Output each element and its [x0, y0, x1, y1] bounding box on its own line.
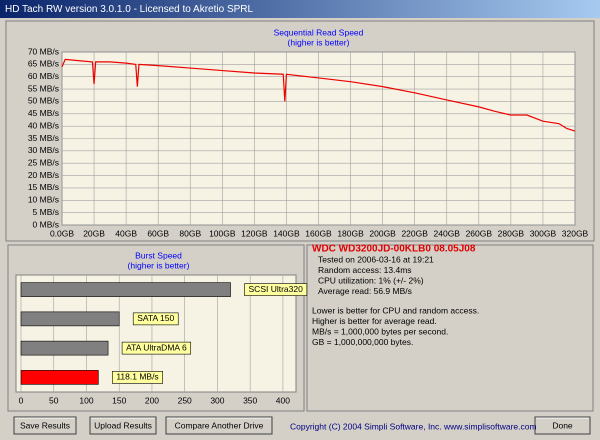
button[interactable] — [89, 416, 157, 435]
x-tick-label: 100GB — [209, 228, 236, 238]
x-tick-label: 120GB — [241, 228, 268, 238]
x-tick-label: 350 — [243, 395, 257, 405]
x-tick-label: 280GB — [498, 228, 525, 238]
x-tick-label: 300 — [210, 395, 224, 405]
y-tick-label: 40 MB/s — [28, 120, 59, 130]
title-bar — [0, 0, 600, 18]
button-label[interactable]: Done — [552, 420, 573, 430]
read-speed-line — [61, 58, 576, 132]
y-tick-label: 25 MB/s — [28, 157, 59, 167]
x-tick-label: 0 — [19, 395, 24, 405]
info-detail: Random access: 13.4ms — [318, 265, 412, 275]
x-tick-label: 300GB — [530, 228, 557, 238]
button[interactable] — [165, 416, 273, 435]
button-label[interactable]: Save Results — [20, 420, 70, 430]
x-tick-label: 200GB — [369, 228, 396, 238]
y-tick-label: 30 MB/s — [28, 145, 59, 155]
x-tick-label: 60GB — [147, 228, 169, 238]
info-note: Higher is better for average read. — [312, 316, 437, 326]
x-tick-label: 200 — [145, 395, 159, 405]
button-bar: Save Results Upload Results Compare Anothe… — [13, 416, 591, 435]
bar-label-box — [244, 283, 308, 296]
x-tick-label: 40GB — [115, 228, 137, 238]
y-tick-label: 10 MB/s — [28, 195, 59, 205]
y-tick-label: 5 MB/s — [33, 207, 59, 217]
x-tick-label: 250 — [178, 395, 192, 405]
bar — [20, 311, 120, 327]
x-tick-label: 160GB — [305, 228, 332, 238]
info-detail: Tested on 2006-03-16 at 19:21 — [318, 254, 434, 264]
y-tick-label: 55 MB/s — [28, 83, 59, 93]
button-label[interactable]: Upload Results — [94, 420, 152, 430]
x-tick-label: 400 — [276, 395, 290, 405]
x-tick-label: 0.0GB — [50, 228, 74, 238]
y-tick-label: 60 MB/s — [28, 71, 59, 81]
drive-name: WDC WD3200JD-00KLB0 08.05J08 — [312, 244, 476, 255]
y-tick-label: 35 MB/s — [28, 133, 59, 143]
x-tick-label: 240GB — [434, 228, 461, 238]
info-detail: CPU utilization: 1% (+/- 2%) — [318, 275, 424, 285]
chart-title: Burst Speed — [135, 250, 182, 260]
y-tick-label: 15 MB/s — [28, 182, 59, 192]
chart-subtitle: (higher is better) — [288, 37, 350, 47]
button[interactable] — [13, 416, 77, 435]
x-tick-label: 220GB — [401, 228, 428, 238]
window-title: HD Tach RW version 3.0.1.0 - Licensed to… — [5, 4, 254, 15]
button[interactable] — [534, 416, 591, 435]
y-tick-label: 70 MB/s — [28, 46, 59, 56]
x-tick-label: 140GB — [273, 228, 300, 238]
bar-label-box — [112, 371, 164, 384]
info-note: Lower is better for CPU and random acces… — [312, 305, 479, 315]
y-tick-label: 50 MB/s — [28, 96, 59, 106]
x-tick-label: 320GB — [562, 228, 589, 238]
x-tick-label: 150 — [112, 395, 126, 405]
chart-subtitle: (higher is better) — [128, 260, 190, 270]
info-note: GB = 1,000,000,000 bytes. — [312, 337, 413, 347]
y-tick-label: 20 MB/s — [28, 170, 59, 180]
bar — [20, 282, 231, 297]
x-tick-label: 180GB — [337, 228, 364, 238]
bar-label: SCSI Ultra320 — [249, 284, 304, 294]
x-tick-label: 80GB — [179, 228, 201, 238]
x-tick-label: 50 — [49, 395, 59, 405]
bar-label: 118.1 MB/s — [116, 372, 158, 382]
x-tick-label: 100 — [79, 395, 93, 405]
info-panel — [306, 244, 594, 412]
copyright: Copyright (C) 2004 Simpli Software, Inc.… — [290, 421, 537, 431]
button-label[interactable]: Compare Another Drive — [175, 420, 264, 430]
bar-label: ATA UltraDMA 6 — [126, 342, 187, 352]
chart-title: Sequential Read Speed — [274, 27, 364, 37]
y-tick-label: 45 MB/s — [28, 108, 59, 118]
y-tick-label: 0 MB/s — [33, 219, 59, 229]
bar-label-box — [132, 312, 179, 326]
bar — [20, 370, 99, 385]
info-detail: Average read: 56.9 MB/s — [318, 286, 412, 296]
x-tick-label: 20GB — [83, 228, 105, 238]
info-note: MB/s = 1,000,000 bytes per second. — [312, 326, 448, 336]
bar — [20, 340, 109, 356]
y-tick-label: 65 MB/s — [28, 59, 59, 69]
bar-label-box — [121, 341, 192, 355]
bar-label: SATA 150 — [137, 313, 174, 323]
x-tick-label: 260GB — [466, 228, 493, 238]
